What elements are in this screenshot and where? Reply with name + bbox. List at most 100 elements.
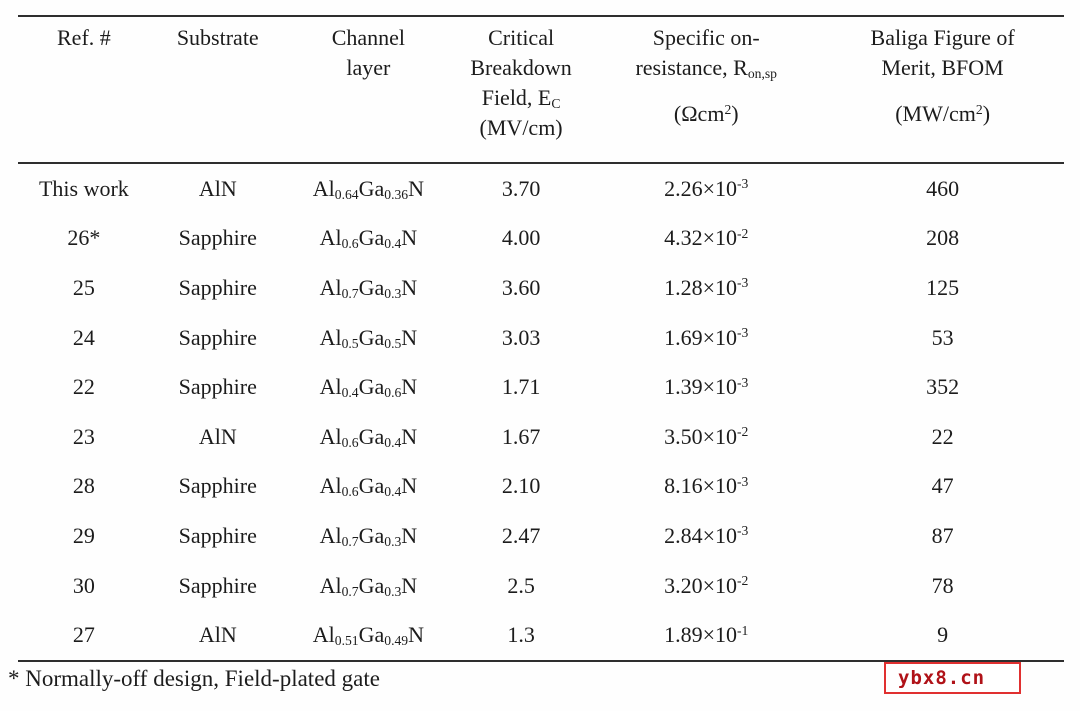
header-spacer [821, 83, 1064, 99]
table-cell: 125 [926, 274, 960, 300]
table-row: 24 Sapphire Al0.5Ga0.5N 3.03 1.69×10-3 53 [18, 313, 1064, 363]
table-row: This work AlN Al0.64Ga0.36N 3.70 2.26×10-3 46… [18, 164, 1064, 214]
header-line: Baliga Figure of [870, 25, 1015, 50]
table-header-row: Ref. # Substrate Channel layer Critical Break… [18, 17, 1064, 162]
table-cell: 26* [67, 225, 101, 251]
table-cell: 25 [72, 274, 95, 300]
table-cell: Al0.7Ga0.3N [319, 274, 418, 301]
table-cell: 87 [931, 522, 954, 548]
table-row: 26* Sapphire Al0.6Ga0.4N 4.00 4.32×10-2 208 [18, 214, 1064, 264]
header-line: Critical [488, 25, 555, 50]
header-line: Specific on- [652, 25, 760, 50]
header-line: (Ωcm2) [673, 101, 739, 126]
table-cell: 23 [72, 423, 95, 449]
table-cell: Al0.4Ga0.6N [319, 374, 418, 401]
table-cell: 22 [72, 374, 95, 400]
table-row: 30 Sapphire Al0.7Ga0.3N 2.5 3.20×10-2 78 [18, 561, 1064, 611]
table-row: 25 Sapphire Al0.7Ga0.3N 3.60 1.28×10-3 125 [18, 263, 1064, 313]
table-cell: 208 [926, 225, 960, 251]
table-cell: Al0.7Ga0.3N [319, 522, 418, 549]
table-cell: Al0.6Ga0.4N [319, 225, 418, 252]
table-cell: AlN [198, 622, 237, 648]
table-row: 28 Sapphire Al0.6Ga0.4N 2.10 8.16×10-3 47 [18, 462, 1064, 512]
table-cell: 3.03 [501, 324, 541, 350]
table-cell: 29 [72, 522, 95, 548]
table-cell: This work [38, 175, 129, 201]
table-cell: 3.50×10-2 [664, 423, 749, 449]
table-cell: 28 [72, 473, 95, 499]
table-cell: 30 [72, 572, 95, 598]
table-cell: 24 [72, 324, 95, 350]
table-cell: 1.67 [501, 423, 541, 449]
table-cell: AlN [198, 175, 237, 201]
table-cell: 4.32×10-2 [664, 225, 749, 251]
header-line: Channel [331, 25, 406, 50]
table-row: 27 AlN Al0.51Ga0.49N 1.3 1.89×10-1 9 [18, 610, 1064, 660]
table-header-rule [18, 162, 1064, 164]
table-cell: Sapphire [178, 324, 257, 350]
table-cell: 3.60 [501, 274, 541, 300]
table-cell: 9 [937, 622, 949, 648]
table-cell: 78 [931, 572, 954, 598]
watermark: ybx8.cn [884, 662, 1022, 694]
table-cell: 1.39×10-3 [664, 374, 749, 400]
table-cell: 3.20×10-2 [664, 572, 749, 598]
table-cell: 460 [926, 175, 960, 201]
column-header: Channel layer [286, 23, 451, 162]
column-header: Ref. # [18, 23, 150, 162]
table-cell: 1.69×10-3 [664, 324, 749, 350]
header-line: Ref. # [57, 25, 111, 50]
table-cell: 53 [931, 324, 954, 350]
table-cell: 1.71 [501, 374, 541, 400]
table-cell: 1.3 [507, 622, 535, 648]
header-line: Substrate [176, 25, 259, 50]
table-cell: Al0.64Ga0.36N [312, 175, 424, 202]
table-cell: Sapphire [178, 274, 257, 300]
table-cell: Al0.5Ga0.5N [319, 324, 418, 351]
table-cell: 1.89×10-1 [664, 622, 749, 648]
comparison-table: Ref. # Substrate Channel layer Critical Break… [18, 15, 1064, 662]
table-body: This work AlN Al0.64Ga0.36N 3.70 2.26×10-3 46… [18, 164, 1064, 660]
table-cell: 27 [72, 622, 95, 648]
table-cell: 352 [926, 374, 960, 400]
table-bottom-rule [18, 659, 1064, 662]
table-row: 22 Sapphire Al0.4Ga0.6N 1.71 1.39×10-3 352 [18, 362, 1064, 412]
table-cell: 22 [931, 423, 954, 449]
table-row: 29 Sapphire Al0.7Ga0.3N 2.47 2.84×10-3 87 [18, 511, 1064, 561]
table-cell: 1.28×10-3 [664, 274, 749, 300]
table-cell: 2.84×10-3 [664, 522, 749, 548]
table-cell: Sapphire [178, 522, 257, 548]
table-cell: Al0.7Ga0.3N [319, 572, 418, 599]
header-line: Field, EC [481, 85, 561, 111]
table-cell: Sapphire [178, 473, 257, 499]
table-cell: 3.70 [501, 175, 541, 201]
column-header: Baliga Figure of Merit, BFOM (MW/cm2) [821, 23, 1064, 162]
header-line: layer [346, 55, 391, 80]
table-row: 23 AlN Al0.6Ga0.4N 1.67 3.50×10-2 22 [18, 412, 1064, 462]
header-line: Breakdown [470, 55, 572, 80]
column-header: Critical Breakdown Field, EC (MV/cm) [451, 23, 591, 162]
table-cell: 2.47 [501, 522, 541, 548]
table-top-rule [18, 15, 1064, 17]
header-line: Merit, BFOM [881, 55, 1004, 80]
table-footnote: * Normally-off design, Field-plated gate [8, 666, 380, 691]
table-cell: 2.10 [501, 473, 541, 499]
header-line: resistance, Ron,sp [635, 55, 777, 81]
header-line: (MW/cm2) [895, 101, 991, 126]
table-cell: Sapphire [178, 572, 257, 598]
header-spacer [591, 83, 821, 99]
table-cell: 8.16×10-3 [664, 473, 749, 499]
column-header: Specific on-resistance, Ron,sp (Ωcm2) [591, 23, 821, 162]
table-cell: Sapphire [178, 374, 257, 400]
column-header: Substrate [150, 23, 286, 162]
table-cell: 4.00 [501, 225, 541, 251]
table-cell: 2.26×10-3 [664, 175, 749, 201]
table-cell: Sapphire [178, 225, 257, 251]
header-line: (MV/cm) [479, 115, 563, 140]
table-cell: 47 [931, 473, 954, 499]
table-cell: 2.5 [507, 572, 535, 598]
table-cell: Al0.6Ga0.4N [319, 473, 418, 500]
table-cell: AlN [198, 423, 237, 449]
table-cell: Al0.51Ga0.49N [312, 622, 424, 649]
